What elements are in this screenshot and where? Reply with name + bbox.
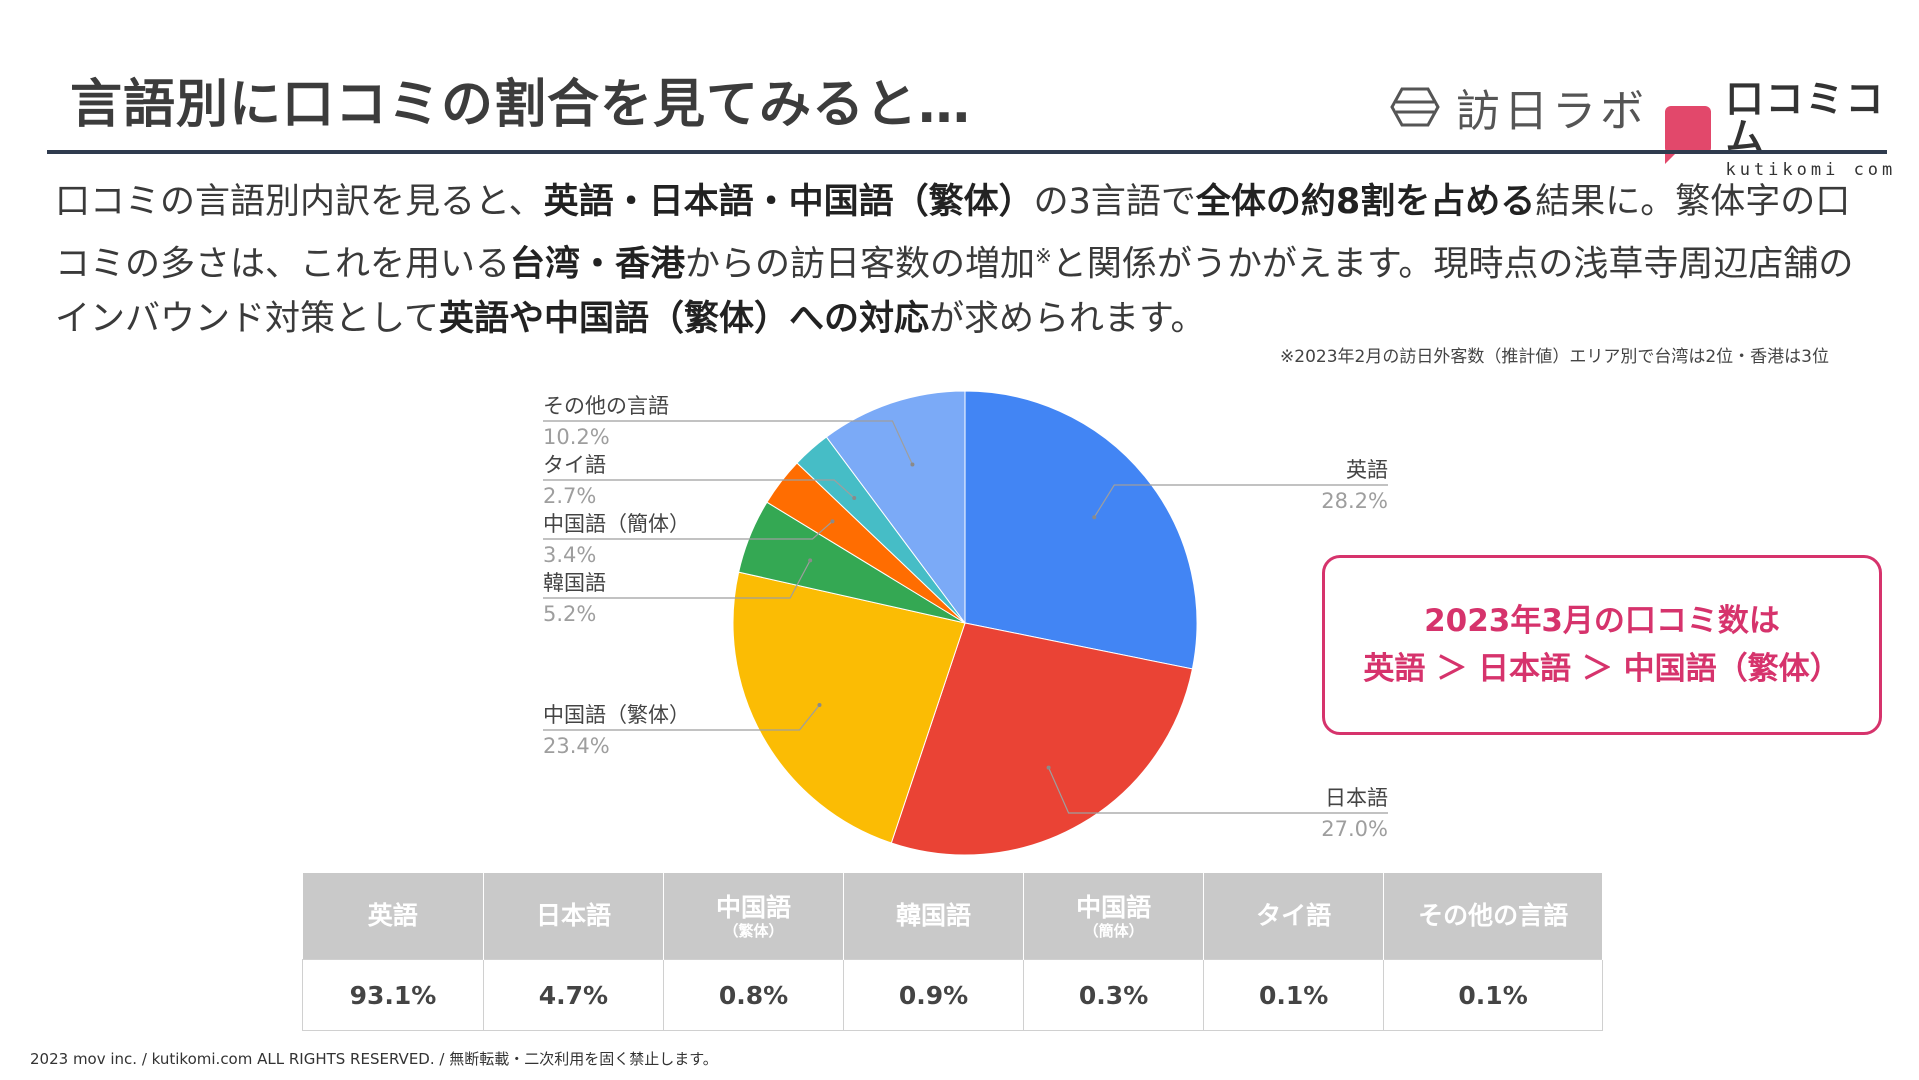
slice-value-label: 23.4% <box>543 734 610 758</box>
table-cell: 0.1% <box>1383 959 1603 1031</box>
slice-value-label: 5.2% <box>543 602 596 626</box>
slice-value-label: 3.4% <box>543 543 596 567</box>
logo-kuti-text: 口コミコム <box>1725 77 1886 159</box>
logo-labo-text: 訪日ラボ <box>1456 86 1648 137</box>
table-cell: 93.1% <box>302 959 484 1031</box>
table-header-cell: 中国語 （繁体） <box>663 873 845 960</box>
leader-dot <box>852 495 857 500</box>
leader-dot <box>910 462 915 467</box>
table-header-cell: 日本語 <box>483 873 664 960</box>
leader-dot <box>1046 765 1051 770</box>
leader-dot <box>830 519 835 524</box>
kutikomi-logo: 口コミコム kutikomi com <box>1665 80 1919 179</box>
slice-label: 中国語（繁体） <box>543 703 690 727</box>
pie-slice <box>890 622 1193 856</box>
table-header-cell: その他の言語 <box>1383 873 1603 960</box>
slice-value-label: 27.0% <box>1321 817 1388 841</box>
slice-value-label: 28.2% <box>1321 489 1388 513</box>
table-cell: 0.8% <box>662 959 845 1031</box>
pie-slice <box>825 390 966 625</box>
hexagon-logo-icon <box>1390 87 1440 127</box>
table-header-cell: 英語 <box>302 873 484 960</box>
leader-dot <box>1092 515 1097 520</box>
table-header-cell: 中国語 （簡体） <box>1023 873 1205 960</box>
leader-line <box>543 520 833 540</box>
leader-line <box>1048 767 1388 814</box>
title-divider <box>47 150 1887 154</box>
leader-line <box>543 560 811 599</box>
leader-line <box>1093 484 1388 518</box>
table-row: 93.1% 4.7% 0.8% 0.9% 0.3% 0.1% 0.1% <box>302 959 1603 1031</box>
leader-dot <box>808 558 813 563</box>
table-cell: 0.9% <box>843 959 1025 1031</box>
logo-kuti-sub: kutikomi com <box>1725 160 1897 180</box>
table-header-row: 英語 日本語 中国語 （繁体） 韓国語 中国語 （簡体） タイ語 その他の言語 <box>302 873 1603 960</box>
slice-value-label: 10.2% <box>543 425 610 449</box>
copyright-footer: 2023 mov inc. / kutikomi.com ALL RIGHTS … <box>30 1050 718 1068</box>
callout-line-2: 英語 ＞ 日本語 ＞ 中国語（繁体） <box>1363 651 1841 687</box>
slice-label: 中国語（簡体） <box>543 512 690 536</box>
slice-label: タイ語 <box>543 453 606 477</box>
leader-line <box>543 420 913 465</box>
leader-line <box>543 704 820 731</box>
table-cell: 4.7% <box>482 959 664 1031</box>
table-header-cell: タイ語 <box>1203 873 1385 960</box>
page-title: 言語別に口コミの割合を見てみると… <box>70 75 972 135</box>
callout-line-1: 2023年3月の口コミ数は <box>1424 603 1780 639</box>
language-share-table: 英語 日本語 中国語 （繁体） 韓国語 中国語 （簡体） タイ語 その他の言語 93… <box>302 873 1603 1031</box>
slice-label: 韓国語 <box>543 571 606 595</box>
summary-text: 口コミの言語別内訳を見ると、英語・日本語・中国語（繁体）の3言語で全体の約8割を… <box>55 182 1854 339</box>
leader-line <box>543 479 855 499</box>
slice-label: 英語 <box>1346 458 1388 482</box>
speech-bubble-icon <box>1665 105 1712 164</box>
slice-label: 日本語 <box>1325 786 1388 810</box>
pie-slice <box>732 571 966 844</box>
footnote: ※2023年2月の訪日外客数（推計値）エリア別で台湾は2位・香港は3位 <box>1280 347 1829 367</box>
highlight-callout: 2023年3月の口コミ数は 英語 ＞ 日本語 ＞ 中国語（繁体） <box>1322 555 1882 735</box>
slice-value-label: 2.7% <box>543 484 596 508</box>
table-cell: 0.3% <box>1023 959 1205 1031</box>
slice-label: その他の言語 <box>543 394 669 418</box>
table-cell: 0.1% <box>1203 959 1385 1031</box>
houniti-labo-logo: 訪日ラボ <box>1390 82 1648 137</box>
table-header-cell: 韓国語 <box>843 873 1025 960</box>
leader-dot <box>817 703 822 708</box>
pie-slice <box>964 390 1198 670</box>
